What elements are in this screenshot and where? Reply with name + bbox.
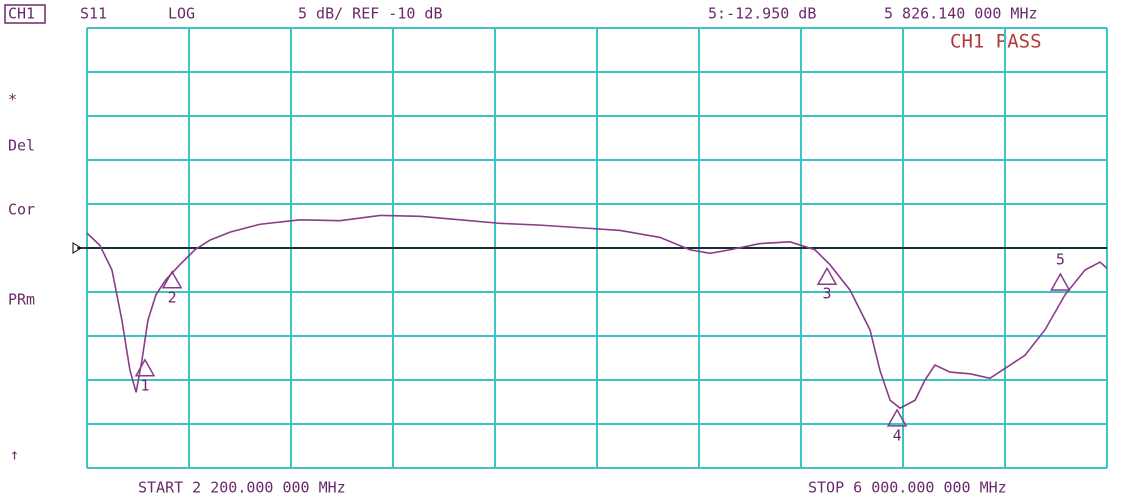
- marker: [161, 270, 183, 289]
- marker-label: 2: [168, 288, 177, 306]
- trace: [86, 214, 1108, 410]
- marker: [816, 266, 838, 285]
- channel-box: [4, 4, 46, 24]
- marker-label: 3: [823, 285, 832, 303]
- channel: CH1: [8, 5, 35, 23]
- marker-label: 5: [1056, 250, 1065, 268]
- side-label: ↑: [10, 446, 19, 464]
- side-label: PRm: [8, 291, 35, 309]
- scale: 5 dB/ REF -10 dB: [298, 5, 443, 23]
- format: LOG: [168, 5, 195, 23]
- marker-label: 4: [893, 426, 902, 444]
- stop-label: STOP 6 000.000 000 MHz: [808, 479, 1007, 497]
- param: S11: [80, 5, 107, 23]
- marker-frequency: 5 826.140 000 MHz: [884, 5, 1038, 23]
- marker: [1050, 272, 1071, 291]
- side-label: Del: [8, 137, 35, 155]
- marker: [886, 408, 908, 427]
- side-label: *: [8, 91, 17, 109]
- marker: [134, 358, 156, 377]
- marker-label: 1: [140, 376, 149, 394]
- start-label: START 2 200.000 000 MHz: [138, 479, 346, 497]
- marker-readout: 5:-12.950 dB: [708, 5, 816, 23]
- status: CH1 PASS: [950, 31, 1042, 53]
- side-label: Cor: [8, 201, 35, 219]
- reference-pointer: [72, 242, 82, 254]
